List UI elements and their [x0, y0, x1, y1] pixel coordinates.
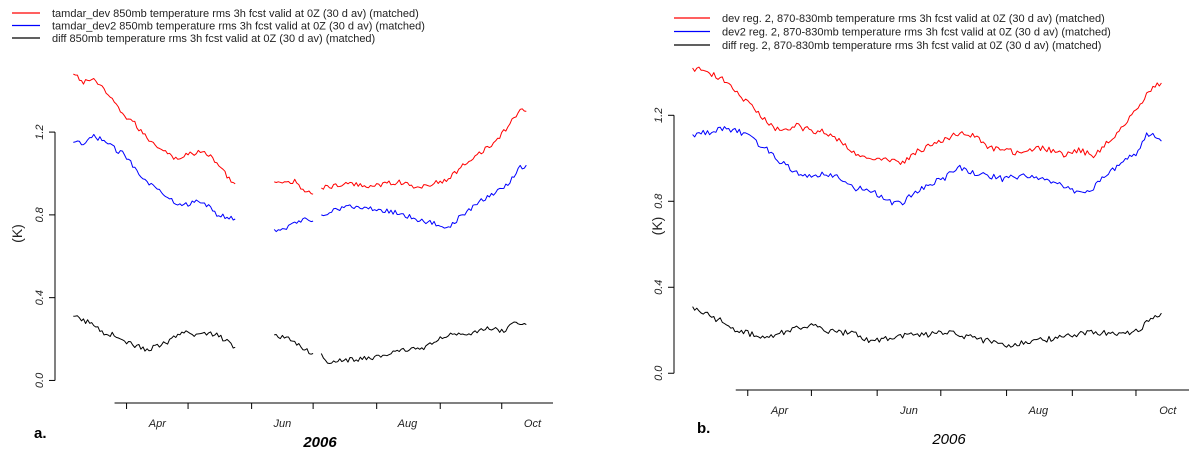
x-tick-label: Apr [770, 405, 789, 417]
x-tick-label: Apr [148, 418, 167, 430]
legend-entry: diff reg. 2, 870-830mb temperature rms 3… [722, 40, 1101, 52]
legend-entry: diff 850mb temperature rms 3h fcst valid… [52, 33, 375, 45]
y-tick-label: 1.2 [653, 108, 665, 123]
chart-panel-b: dev reg. 2, 870-830mb temperature rms 3h… [604, 0, 1204, 456]
series-line-0-segment-2 [321, 108, 527, 190]
legend-entry: tamdar_dev2 850mb temperature rms 3h fcs… [52, 21, 425, 33]
y-axis-label: (K) [9, 224, 25, 243]
chart-b-svg: dev reg. 2, 870-830mb temperature rms 3h… [649, 13, 1189, 448]
legend: tamdar_dev 850mb temperature rms 3h fcst… [12, 8, 425, 45]
series-line-0-segment-0 [73, 73, 236, 185]
y-tick-label: 0.8 [34, 206, 46, 222]
legend-entry: tamdar_dev 850mb temperature rms 3h fcst… [52, 8, 419, 20]
series-line-0-segment-0 [692, 66, 1162, 165]
legend-entry: dev2 reg. 2, 870-830mb temperature rms 3… [722, 27, 1111, 39]
series-line-1-segment-0 [692, 126, 1162, 206]
series-line-2-segment-0 [692, 306, 1162, 348]
panel-label: a. [34, 425, 47, 442]
y-tick-label: 0.0 [34, 372, 46, 388]
legend: dev reg. 2, 870-830mb temperature rms 3h… [674, 13, 1111, 52]
y-axis-label: (K) [649, 217, 665, 236]
panel-label: b. [697, 420, 710, 437]
series-line-2-segment-1 [274, 334, 314, 355]
series-line-2-segment-2 [320, 321, 527, 364]
series-line-2-segment-0 [73, 315, 236, 352]
x-tick-label: Jun [272, 418, 291, 430]
x-tick-label: Aug [397, 418, 418, 430]
x-tick-label: Aug [1028, 405, 1049, 417]
series-line-0-segment-1 [274, 178, 314, 195]
series-line-1-segment-2 [321, 164, 527, 229]
chart-a-svg: tamdar_dev 850mb temperature rms 3h fcst… [9, 8, 553, 451]
y-tick-label: 0.8 [653, 193, 665, 209]
x-tick-label: Jun [899, 405, 918, 417]
x-tick-label: Oct [524, 418, 542, 430]
chart-panel-a: tamdar_dev 850mb temperature rms 3h fcst… [0, 0, 600, 456]
x-tick-label: Oct [1159, 405, 1177, 417]
y-tick-label: 0.0 [653, 365, 665, 381]
series-line-1-segment-1 [273, 217, 314, 233]
y-tick-label: 1.2 [34, 124, 46, 139]
axes: Apr Jun Aug Oct 0.0 0.4 0.8 1.2 [653, 108, 1189, 417]
series-line-1-segment-0 [73, 133, 236, 221]
axes: Apr Jun Aug Oct 0.0 0.4 0.8 1.2 [34, 124, 553, 430]
y-tick-label: 0.4 [34, 290, 46, 305]
x-axis-label: 2006 [302, 434, 337, 451]
legend-entry: dev reg. 2, 870-830mb temperature rms 3h… [722, 13, 1105, 25]
y-tick-label: 0.4 [653, 280, 665, 295]
x-axis-label: 2006 [931, 431, 966, 448]
